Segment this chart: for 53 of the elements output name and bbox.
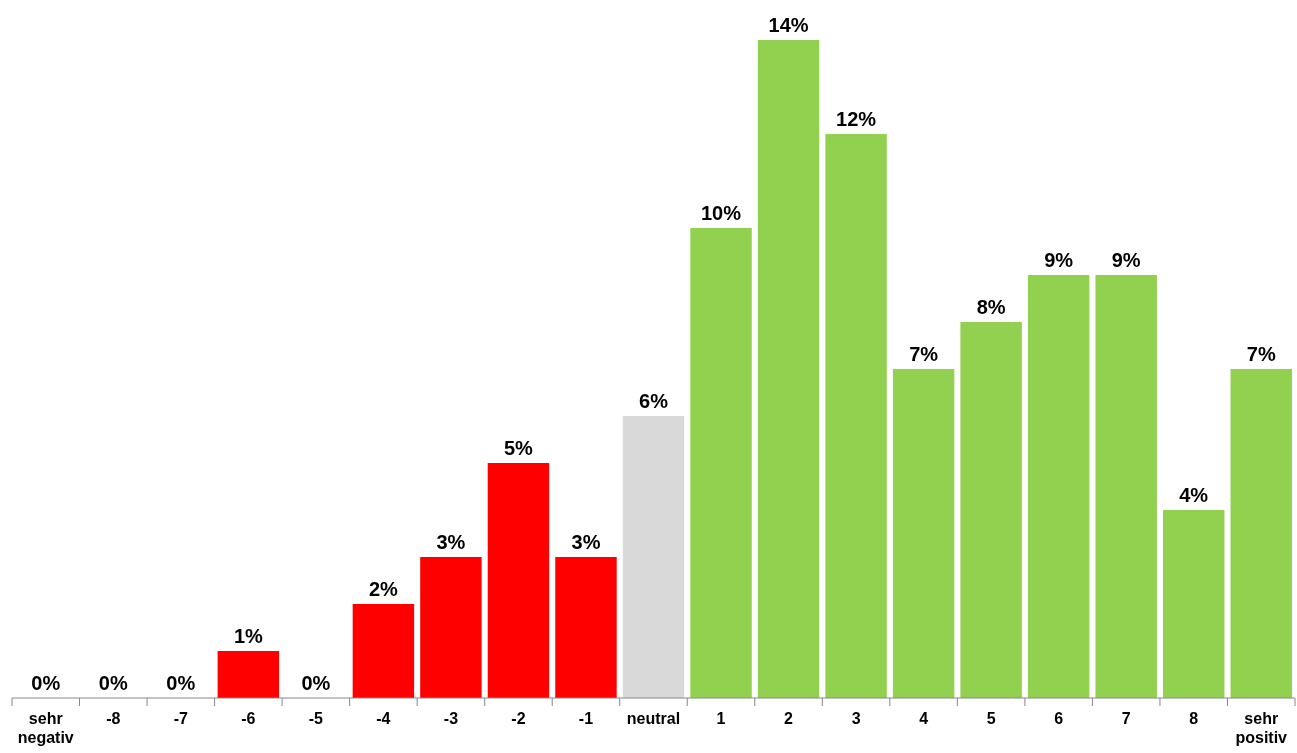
x-tick-label: 5	[986, 710, 996, 727]
bar	[757, 40, 820, 698]
bar	[352, 604, 415, 698]
bar	[1095, 275, 1157, 698]
x-tick-label: 7	[1121, 710, 1131, 727]
data-label: 2%	[368, 578, 399, 600]
data-label: 3%	[571, 531, 601, 553]
bar	[960, 322, 1022, 698]
x-tick-label: 8	[1189, 710, 1199, 727]
bar	[892, 369, 955, 698]
x-tick-label: 6	[1054, 710, 1064, 727]
bar	[825, 134, 887, 698]
data-label: 4%	[1179, 484, 1209, 506]
data-label: 9%	[1044, 249, 1074, 271]
data-label: 12%	[836, 108, 877, 130]
data-label: 7%	[1246, 343, 1276, 365]
bar	[217, 651, 280, 698]
x-tick-label: sehr negativ	[17, 710, 74, 746]
x-tick-label: sehr positiv	[1235, 710, 1288, 746]
x-tick-label: 3	[851, 710, 861, 727]
x-tick-label: -1	[578, 710, 594, 727]
bar	[487, 463, 550, 698]
bar	[1162, 510, 1225, 698]
x-tick-label: -2	[511, 710, 526, 727]
data-label: 5%	[503, 437, 534, 459]
x-tick-label: neutral	[626, 710, 681, 727]
data-label: 6%	[639, 390, 669, 412]
data-label: 0%	[301, 672, 331, 694]
data-label: 0%	[98, 672, 128, 694]
data-label: 3%	[436, 531, 466, 553]
data-label: 0%	[166, 672, 196, 694]
bar	[420, 557, 482, 698]
bar	[622, 416, 685, 698]
x-tick-label: -6	[241, 710, 256, 727]
x-tick-label: -4	[376, 710, 391, 727]
x-tick-label: -3	[443, 710, 459, 727]
data-label: 0%	[31, 672, 61, 694]
data-label: 8%	[976, 296, 1006, 318]
data-label: 14%	[768, 14, 809, 36]
data-label: 1%	[233, 625, 264, 647]
data-label: 10%	[701, 202, 742, 224]
bar	[1027, 275, 1090, 698]
bar	[690, 228, 752, 698]
data-label: 9%	[1111, 249, 1141, 271]
bar	[555, 557, 617, 698]
x-tick-label: 2	[784, 710, 794, 727]
x-tick-label: 1	[716, 710, 726, 727]
x-tick-label: -8	[106, 710, 121, 727]
x-tick-label: -7	[173, 710, 189, 727]
bar	[1230, 369, 1292, 698]
x-tick-label: -5	[308, 710, 324, 727]
data-label: 7%	[909, 343, 939, 365]
x-tick-label: 4	[919, 710, 929, 727]
